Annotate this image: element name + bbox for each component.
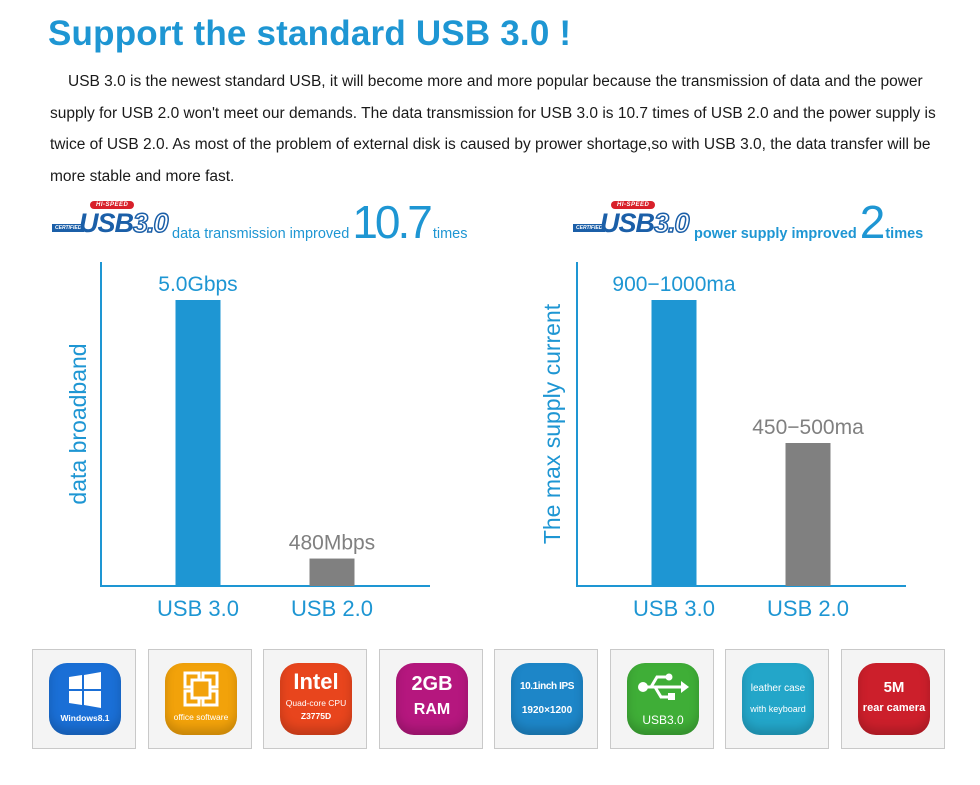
right-claim-text: power supply improved [694,226,857,242]
feature-line2: with keyboard [750,704,806,714]
intro-paragraph: USB 3.0 is the newest standard USB, it w… [50,66,940,192]
feature-tile-cpu: Z3775D Intel Quad-core CPU [280,663,352,735]
feature-line2: 1920×1200 [521,705,573,716]
feature-card-display: 10.1inch IPS 1920×1200 [494,649,598,749]
right-claim: power supply improved2 times [694,195,923,249]
feature-tile-camera: 5M rear camera [858,663,930,735]
bar-usb-3.0 [175,300,221,586]
page-title: Support the standard USB 3.0 ! [48,14,572,53]
feature-line2: rear camera [862,702,926,714]
feature-line2: RAM [413,701,451,718]
x-tick-label: USB 3.0 [633,596,715,621]
feature-card-camera: 5M rear camera [841,649,945,749]
data-label: 5.0Gbps [158,273,237,296]
usb3-certified-logo: HI-SPEED CERTIFIED USB3.0 [573,201,693,242]
feature-line2: USB3.0 [642,713,684,727]
feature-line1: leather case [750,683,806,694]
right-claim-number: 2 [859,196,886,248]
y-axis-label: data broadband [65,343,91,504]
feature-card-office: office software [148,649,252,749]
data-label: 480Mbps [289,532,375,555]
right-claim-unit: times [885,226,924,242]
bar-usb-2.0 [785,443,831,586]
certified-label: CERTIFIED [52,224,85,232]
feature-line2: office software [173,712,229,722]
feature-card-windows: Windows8.1 [32,649,136,749]
feature-line2: Windows8.1 [60,713,110,723]
windows-logo-icon [69,672,101,708]
left-claim-unit: times [432,226,468,242]
usb-logo-text: USB3.0 [600,207,690,239]
feature-tile-display: 10.1inch IPS 1920×1200 [511,663,583,735]
y-axis-label: The max supply current [539,303,565,544]
feature-line1: 5M [883,679,905,696]
feature-tile-case: leather case with keyboard [742,663,814,735]
feature-tiles: Windows8.1 office software Z3775D Intel Quad… [32,649,952,751]
feature-card-usb: USB3.0 [610,649,714,749]
feature-tile-office: office software [165,663,237,735]
feature-card-case: leather case with keyboard [725,649,829,749]
office-logo-icon [183,671,219,707]
usb-symbol-icon [638,673,689,700]
data-label: 900−1000ma [612,273,736,296]
bar-usb-3.0 [651,300,697,586]
left-claim-text: data transmission improved [172,226,350,242]
hi-speed-label: HI-SPEED [611,201,656,209]
feature-card-cpu: Z3775D Intel Quad-core CPU [263,649,367,749]
x-tick-label: USB 2.0 [291,596,373,621]
feature-tile-ram: 2GB RAM [396,663,468,735]
bar-usb-2.0 [309,558,355,586]
charts-svg: data broadband 5.0Gbps USB 3.0 480Mbps USB 2… [65,262,906,621]
feature-tile-usb: USB3.0 [627,663,699,735]
data-label: 450−500ma [752,416,864,439]
feature-tile-windows: Windows8.1 [49,663,121,735]
hi-speed-label: HI-SPEED [90,201,135,209]
usb-logo-text: USB3.0 [79,207,169,239]
feature-card-ram: 2GB RAM [379,649,483,749]
feature-line3: Z3775D [300,711,332,721]
usb3-certified-logo: HI-SPEED CERTIFIED USB3.0 [52,201,172,242]
feature-line1: 2GB [411,673,453,695]
left-claim-number: 10.7 [352,196,433,248]
x-tick-label: USB 3.0 [157,596,239,621]
feature-line2: Quad-core CPU [285,698,347,708]
certified-label: CERTIFIED [573,224,606,232]
x-tick-label: USB 2.0 [767,596,849,621]
feature-line1: 10.1inch IPS [519,681,575,692]
feature-line1: Intel [293,669,339,694]
intro-text: USB 3.0 is the newest standard USB, it w… [50,73,936,185]
left-claim: data transmission improved10.7 times [172,195,468,249]
